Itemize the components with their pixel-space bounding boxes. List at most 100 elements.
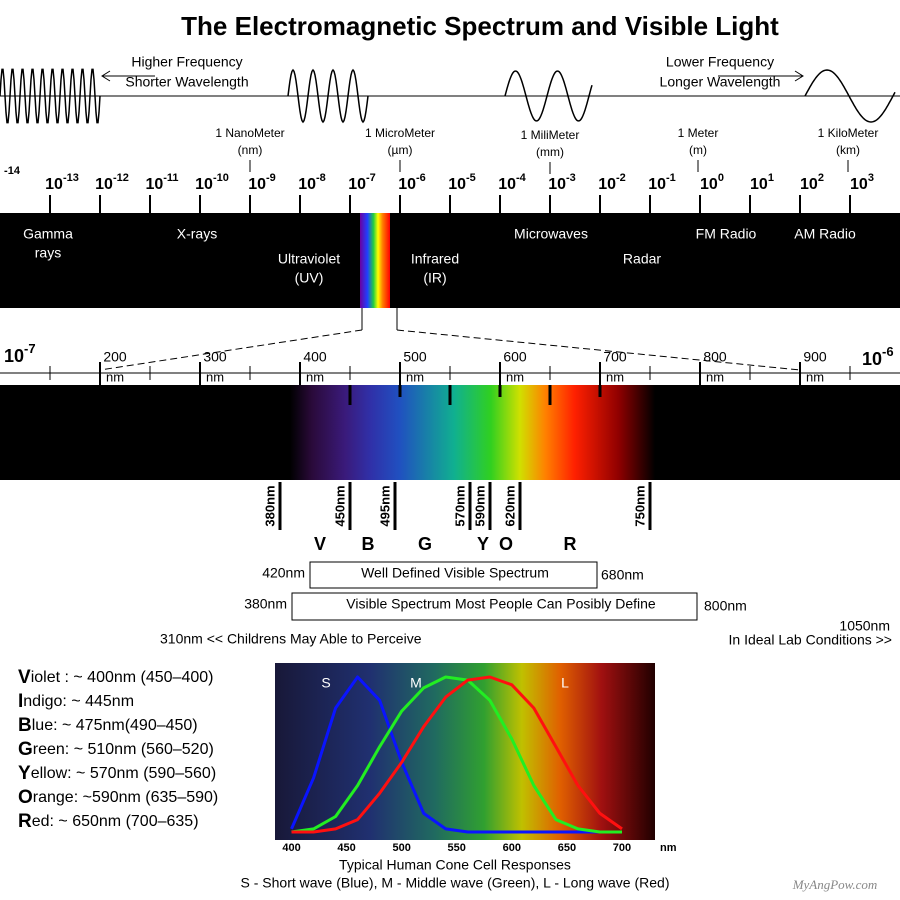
spectrum-ticks <box>348 385 602 405</box>
power-label: 10-8 <box>298 172 326 193</box>
extended-end: 1050nm <box>839 618 890 634</box>
unit-name: 1 MiliMeter <box>521 128 580 142</box>
power-base: 10 <box>700 176 718 193</box>
arrow <box>101 70 155 82</box>
marker-bar <box>518 482 522 530</box>
power-exponent: -13 <box>63 172 79 184</box>
power-label: -14 <box>4 165 21 177</box>
watermark: MyAngPow.com <box>792 877 878 892</box>
power-label: 10-12 <box>95 172 129 193</box>
wave <box>0 68 101 124</box>
wave <box>287 68 369 124</box>
color-entry: Red: ~ 650nm (700–635) <box>18 811 199 832</box>
color-letter: G <box>418 534 432 554</box>
title: The Electromagnetic Spectrum and Visible… <box>181 11 779 41</box>
power-base: 10 <box>750 176 768 193</box>
ruler-unit: nm <box>706 369 724 384</box>
power-exponent: -5 <box>466 172 476 184</box>
power-exponent: -3 <box>566 172 576 184</box>
marker-label: 620nm <box>502 485 517 526</box>
power-base: 10 <box>248 176 266 193</box>
power-label: 10-11 <box>145 172 178 193</box>
power-base: 10 <box>195 176 213 193</box>
cone-tick-label: 550 <box>448 842 466 854</box>
unit-symbol: (nm) <box>238 143 263 157</box>
power-base: 10 <box>348 176 366 193</box>
power-label: 10-1 <box>648 172 676 193</box>
range-label: Well Defined Visible Spectrum <box>361 565 549 581</box>
power-label: 10-6 <box>398 172 426 193</box>
unit-name: 1 NanoMeter <box>215 126 284 140</box>
power-base: 10 <box>548 176 566 193</box>
power-base: 10 <box>298 176 316 193</box>
ruler-unit: nm <box>206 369 224 384</box>
power-exponent: -8 <box>316 172 326 184</box>
power-label: 10-5 <box>448 172 476 193</box>
power-base: 10 <box>45 176 63 193</box>
power-base: 10 <box>598 176 616 193</box>
power-exponent: -14 <box>4 165 21 177</box>
band-label: FM Radio <box>696 226 757 242</box>
marker-bar <box>468 482 472 530</box>
power-base: 10 <box>95 176 113 193</box>
range-box <box>309 561 598 589</box>
unit-symbol: (µm) <box>388 143 413 157</box>
range-end: 680nm <box>601 567 644 583</box>
ruler-label: 600 <box>503 349 527 365</box>
power-exponent: -12 <box>113 172 129 184</box>
marker-label: 750nm <box>632 485 647 526</box>
frequency-note: Higher Frequency <box>131 54 242 70</box>
ruler-unit: nm <box>406 369 424 384</box>
ruler-label: 800 <box>703 349 727 365</box>
range-start: 380nm <box>244 596 287 612</box>
power-label: 10-10 <box>195 172 229 193</box>
power-exponent: 2 <box>818 172 824 184</box>
cone-unit: nm <box>660 842 677 854</box>
em-band <box>0 213 900 308</box>
color-entry: Indigo: ~ 445nm <box>18 691 134 712</box>
power-base: 10 <box>498 176 516 193</box>
power-label: 10-9 <box>248 172 276 193</box>
ruler-unit: nm <box>806 369 824 384</box>
power-exponent: -6 <box>882 344 894 359</box>
power-label: 10-4 <box>498 172 526 193</box>
ruler-label: 900 <box>803 349 827 365</box>
wave <box>504 70 593 122</box>
power-label: 10-3 <box>548 172 576 193</box>
marker-bar <box>648 482 652 530</box>
color-letter: Y <box>477 534 489 554</box>
power-base: 10 <box>448 176 466 193</box>
unit-symbol: (km) <box>836 143 860 157</box>
unit-name: 1 KiloMeter <box>818 126 879 140</box>
unit-name: 1 Meter <box>678 126 719 140</box>
band-label: X-rays <box>177 226 217 242</box>
color-letter: R <box>564 534 577 554</box>
power-exponent: -7 <box>24 341 36 356</box>
marker-label: 380nm <box>262 485 277 526</box>
power-exponent: -6 <box>416 172 426 184</box>
color-entry: Blue: ~ 475nm(490–450) <box>18 715 198 736</box>
power-label: 101 <box>750 172 774 193</box>
cone-series-label: S <box>321 675 330 691</box>
frequency-note: Longer Wavelength <box>660 74 781 90</box>
cone-plot <box>275 663 655 840</box>
color-letter: B <box>362 534 375 554</box>
marker-label: 590nm <box>472 485 487 526</box>
unit-symbol: (m) <box>689 143 707 157</box>
ruler-label: 500 <box>403 349 427 365</box>
band-label: Infrared <box>411 251 459 267</box>
band-label: (IR) <box>423 270 446 286</box>
cone-caption: Typical Human Cone Cell Responses <box>339 857 571 873</box>
power-base: 10 <box>648 176 666 193</box>
power-label: 102 <box>800 172 824 193</box>
frequency-note: Lower Frequency <box>666 54 774 70</box>
power-base: 10 <box>4 346 24 366</box>
cone-tick-label: 400 <box>282 842 300 854</box>
marker-label: 495nm <box>377 485 392 526</box>
ruler-label: 200 <box>103 349 127 365</box>
ruler-label: 700 <box>603 349 627 365</box>
power-base: 10 <box>800 176 818 193</box>
ruler-label: 300 <box>203 349 227 365</box>
band-label: AM Radio <box>794 226 856 242</box>
